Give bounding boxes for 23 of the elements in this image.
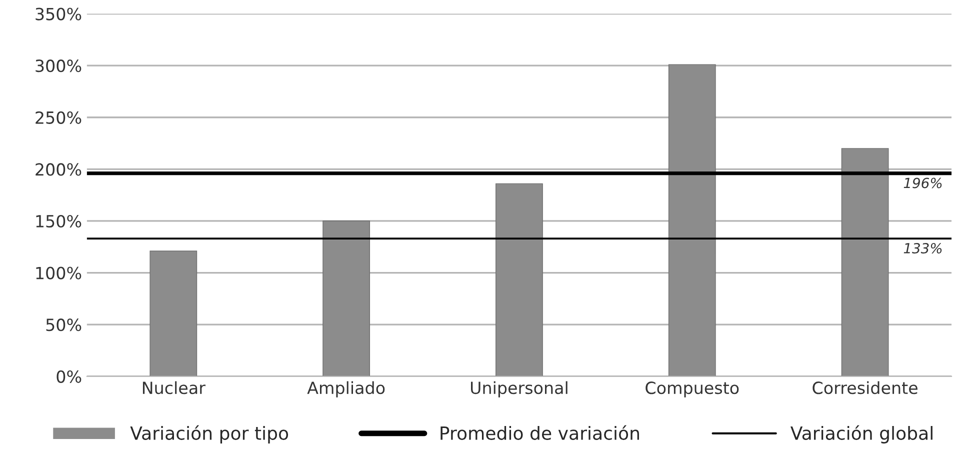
- bar: [322, 220, 370, 376]
- y-tick-label: 150%: [36, 214, 82, 228]
- bar: [496, 183, 543, 376]
- x-tick-label: Compuesto: [646, 382, 739, 398]
- legend-label: Variación global: [790, 425, 932, 444]
- x-tick-label: Unipersonal: [470, 381, 568, 398]
- legend-label: Promedio de variación: [440, 425, 639, 440]
- annotation: 196%: [904, 178, 942, 188]
- bar: [668, 64, 716, 376]
- y-tick-label: 250%: [36, 111, 82, 124]
- x-tick-label: Ampliado: [307, 381, 385, 398]
- y-tick-label: 100%: [36, 266, 82, 280]
- y-tick-label: 200%: [36, 163, 82, 176]
- y-tick-label: 350%: [36, 8, 82, 20]
- y-tick-label: 300%: [36, 60, 82, 72]
- annotation: 133%: [904, 243, 942, 254]
- legend-label: Variación por tipo: [130, 425, 288, 444]
- y-tick-label: 50%: [46, 318, 82, 332]
- x-tick-label: Corresidente: [812, 381, 918, 394]
- y-tick-label: 0%: [56, 370, 82, 383]
- x-tick-label: Nuclear: [142, 381, 206, 394]
- bar: [841, 148, 889, 376]
- bar: [150, 250, 198, 376]
